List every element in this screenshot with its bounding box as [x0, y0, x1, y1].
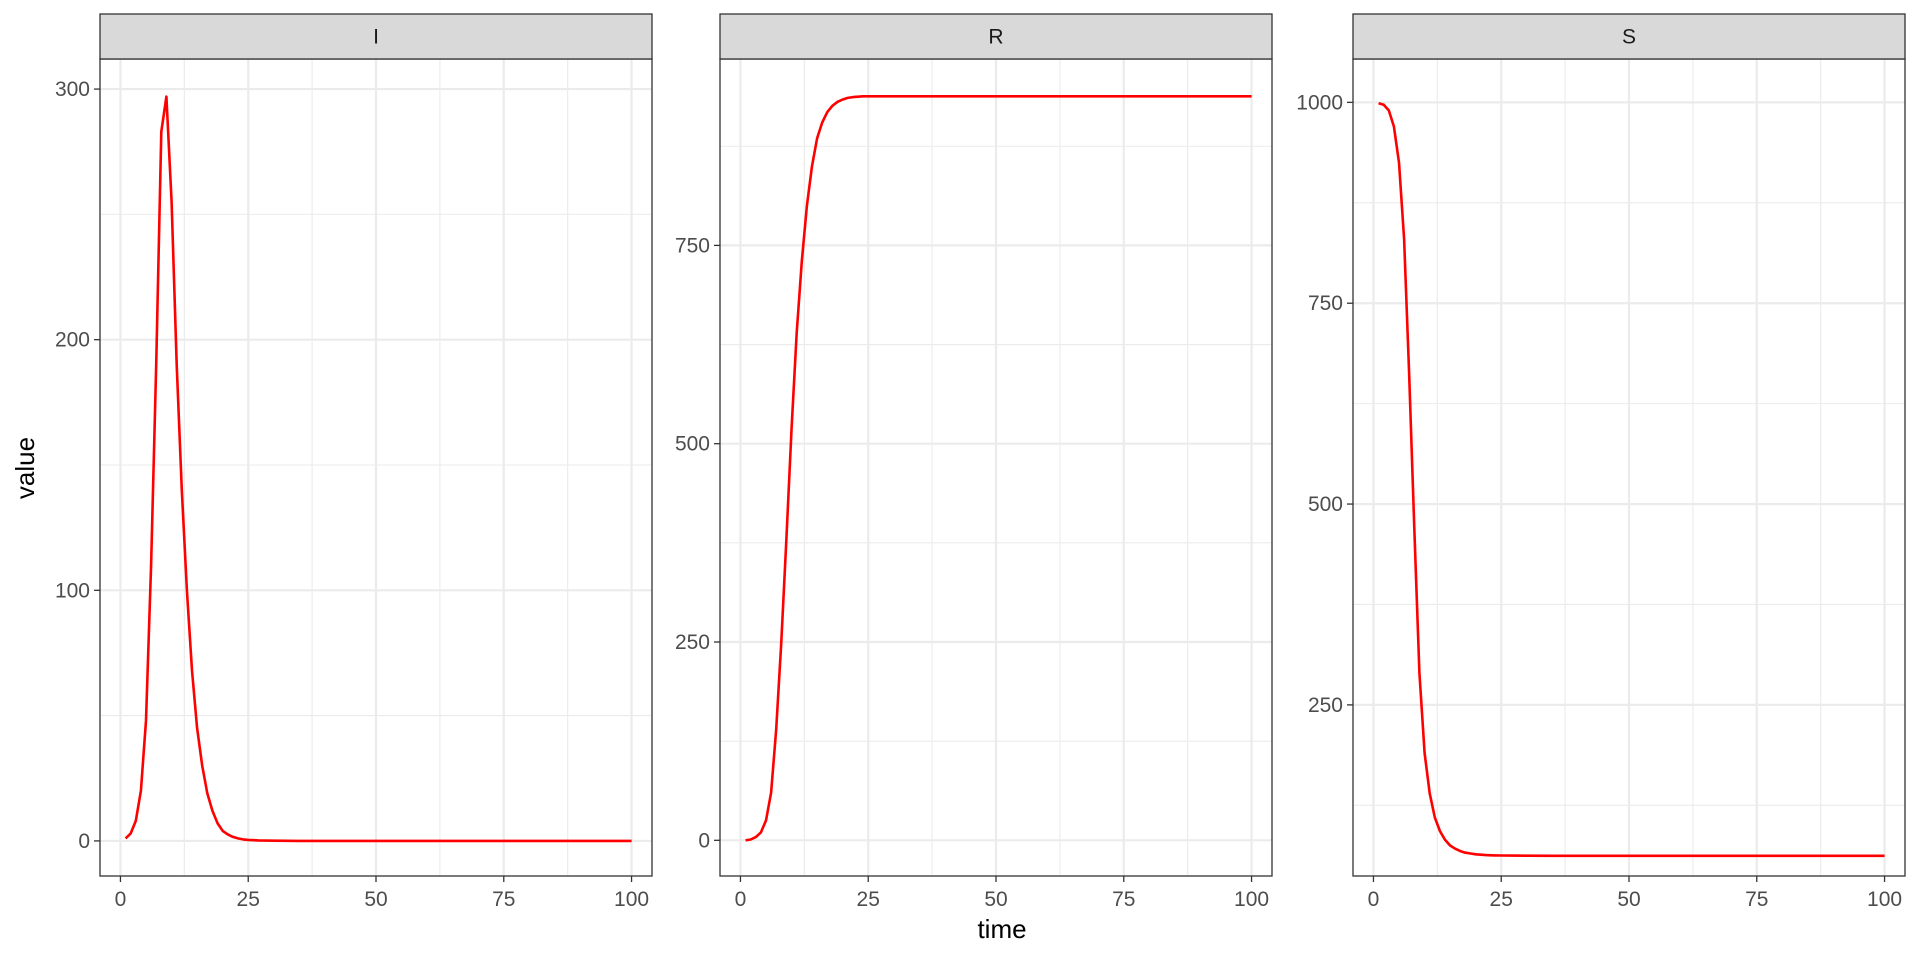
x-tick-label: 100 [1867, 888, 1902, 911]
series-line-R [745, 95, 1252, 842]
y-tick-label: 1000 [1296, 91, 1343, 114]
facet-panel-I: I 0 25 50 75 100 0 100 200 300 [55, 13, 653, 911]
x-axis-title: time [977, 914, 1026, 944]
y-tick-label: 0 [698, 829, 710, 852]
x-tick-label: 0 [1368, 888, 1380, 911]
x-tick-label: 0 [735, 888, 747, 911]
y-tick-label: 100 [55, 579, 90, 602]
x-tick-label: 75 [492, 888, 515, 911]
x-tick-label: 50 [364, 888, 387, 911]
facet-strip [99, 13, 653, 60]
x-tick-label: 0 [115, 888, 127, 911]
x-tick-label: 100 [1234, 888, 1269, 911]
y-tick-label: 250 [1308, 694, 1343, 717]
x-tick-label: 25 [857, 888, 880, 911]
x-tick-label: 25 [237, 888, 260, 911]
facet-strip-label: R [988, 26, 1003, 49]
facet-strip-label: I [373, 26, 379, 49]
series-line-S [1378, 101, 1885, 858]
x-tick-label: 50 [1617, 888, 1640, 911]
y-tick-label: 500 [1308, 493, 1343, 516]
y-tick-label: 0 [78, 830, 90, 853]
facet-panel-S: S 0 25 50 75 100 250 500 750 1000 [1296, 13, 1906, 911]
x-tick-label: 75 [1745, 888, 1768, 911]
facet-strip [719, 13, 1273, 60]
x-tick-label: 100 [614, 888, 649, 911]
series-line-I [124, 95, 632, 843]
y-tick-label: 300 [55, 78, 90, 101]
y-tick-label: 250 [675, 631, 710, 654]
x-tick-label: 75 [1112, 888, 1135, 911]
y-tick-label: 750 [1308, 292, 1343, 315]
x-tick-label: 25 [1490, 888, 1513, 911]
y-tick-label: 200 [55, 329, 90, 352]
y-tick-label: 750 [675, 234, 710, 257]
y-axis-title: value [10, 437, 40, 499]
facet-strip [1352, 13, 1906, 60]
facet-strip-label: S [1622, 26, 1636, 49]
y-tick-label: 500 [675, 433, 710, 456]
facet-panel-R: R 0 25 50 75 100 0 250 500 750 [675, 13, 1273, 911]
x-tick-label: 50 [984, 888, 1007, 911]
